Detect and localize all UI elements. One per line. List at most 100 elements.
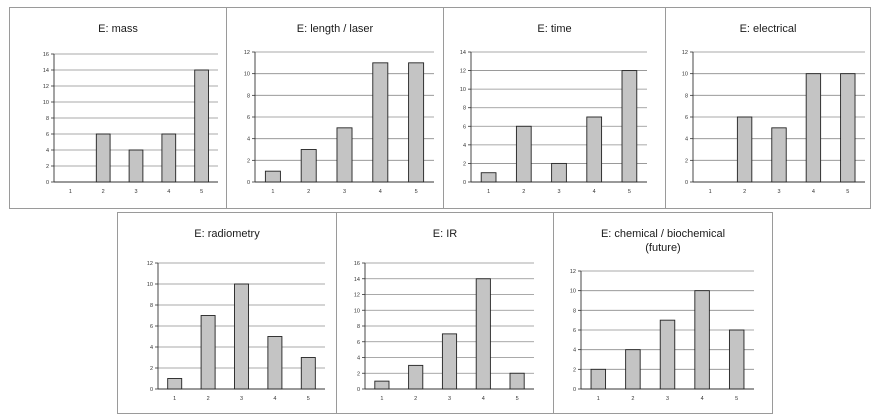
y-tick-label: 8	[247, 93, 250, 99]
chart-title: E: mass	[98, 23, 138, 35]
chart-title-line2: (future)	[645, 242, 681, 254]
y-tick-label: 4	[247, 137, 250, 143]
y-tick-label: 10	[682, 72, 688, 78]
y-tick-label: 2	[150, 366, 153, 372]
y-tick-label: 4	[357, 356, 360, 362]
x-tick-label: 2	[743, 189, 746, 195]
x-tick-label: 4	[379, 189, 382, 195]
y-tick-label: 10	[43, 100, 49, 106]
y-tick-label: 0	[150, 387, 153, 393]
x-tick-label: 1	[69, 189, 72, 195]
bar	[590, 368, 607, 390]
y-tick-label: 6	[685, 115, 688, 121]
bar	[128, 149, 144, 183]
x-tick-label: 2	[414, 396, 417, 402]
bar	[551, 162, 567, 183]
y-tick-label: 6	[573, 328, 576, 334]
bar	[509, 372, 525, 390]
bar	[840, 73, 856, 183]
x-tick-label: 4	[273, 396, 276, 402]
bar	[374, 380, 390, 390]
bar	[659, 319, 676, 390]
y-tick-label: 16	[354, 261, 360, 267]
y-tick-label: 6	[463, 124, 466, 130]
y-tick-label: 10	[460, 87, 466, 93]
x-tick-label: 3	[448, 396, 451, 402]
y-tick-label: 8	[685, 93, 688, 99]
y-tick-label: 2	[463, 161, 466, 167]
x-tick-label: 3	[557, 189, 560, 195]
chart-panel-chemical-biochemical: E: chemical / biochemical (future) 0 2 4 6 8…	[553, 212, 773, 414]
chart-panel-mass: E: mass 0 2 4 6 8 10 12 14 16 1 2 3 4 5	[9, 7, 227, 209]
y-tick-label: 0	[247, 180, 250, 186]
chart-panel-radiometry: E: radiometry 0 2 4 6 8 10 12 1 2 3 4 5	[117, 212, 337, 414]
x-tick-label: 1	[380, 396, 383, 402]
y-tick-label: 8	[573, 308, 576, 314]
y-tick-label: 2	[685, 158, 688, 164]
y-tick-label: 10	[570, 289, 576, 295]
bar	[771, 127, 787, 183]
x-tick-label: 5	[516, 396, 519, 402]
chart-title: E: IR	[432, 228, 458, 240]
bar	[161, 133, 177, 183]
chart-title: E: radiometry	[194, 228, 260, 240]
chart-title: E: length / laser	[296, 23, 374, 35]
bar	[728, 329, 745, 390]
bar	[200, 315, 216, 390]
y-tick-label: 8	[46, 116, 49, 122]
chart-panel-electrical: E: electrical 0 2 4 6 8 10 12 1 2 3 4 5	[665, 7, 871, 209]
y-tick-label: 0	[685, 180, 688, 186]
y-tick-label: 8	[150, 303, 153, 309]
y-tick-label: 4	[150, 345, 153, 351]
bar	[300, 149, 317, 183]
x-tick-label: 5	[846, 189, 849, 195]
y-tick-label: 4	[46, 148, 49, 154]
x-tick-label: 4	[812, 189, 815, 195]
y-tick-label: 2	[357, 371, 360, 377]
y-tick-label: 10	[147, 282, 153, 288]
bar	[234, 283, 249, 390]
x-tick-label: 1	[709, 189, 712, 195]
bar	[408, 364, 424, 390]
y-tick-label: 6	[357, 340, 360, 346]
x-tick-label: 4	[167, 189, 170, 195]
x-tick-label: 3	[134, 189, 137, 195]
y-tick-label: 0	[463, 180, 466, 186]
bar	[408, 62, 425, 183]
x-tick-label: 4	[593, 189, 596, 195]
y-tick-label: 12	[43, 84, 49, 90]
y-tick-label: 14	[460, 50, 466, 56]
x-tick-label: 5	[415, 189, 418, 195]
x-tick-label: 5	[735, 396, 738, 402]
y-tick-label: 2	[46, 164, 49, 170]
chart-title: E: chemical / biochemical	[600, 228, 726, 240]
bar	[805, 73, 822, 183]
y-tick-label: 10	[244, 72, 250, 78]
y-tick-label: 8	[463, 106, 466, 112]
y-tick-label: 2	[573, 367, 576, 373]
y-tick-label: 12	[354, 293, 360, 299]
bar	[480, 172, 497, 183]
y-tick-label: 14	[43, 68, 49, 74]
bar	[267, 336, 283, 390]
x-tick-label: 1	[597, 396, 600, 402]
y-tick-label: 12	[147, 261, 153, 267]
bar	[441, 333, 458, 390]
y-tick-label: 0	[357, 387, 360, 393]
bar	[694, 290, 710, 390]
x-tick-label: 1	[271, 189, 274, 195]
y-tick-label: 6	[247, 115, 250, 121]
bar	[586, 116, 603, 183]
chart-panel-length-laser: E: length / laser 0 2 4 6 8 10 12 1 2 3 4 5	[226, 7, 444, 209]
y-tick-label: 12	[682, 50, 688, 56]
x-tick-label: 2	[307, 189, 310, 195]
bar	[475, 278, 491, 390]
x-tick-label: 1	[487, 189, 490, 195]
bar	[515, 125, 532, 183]
